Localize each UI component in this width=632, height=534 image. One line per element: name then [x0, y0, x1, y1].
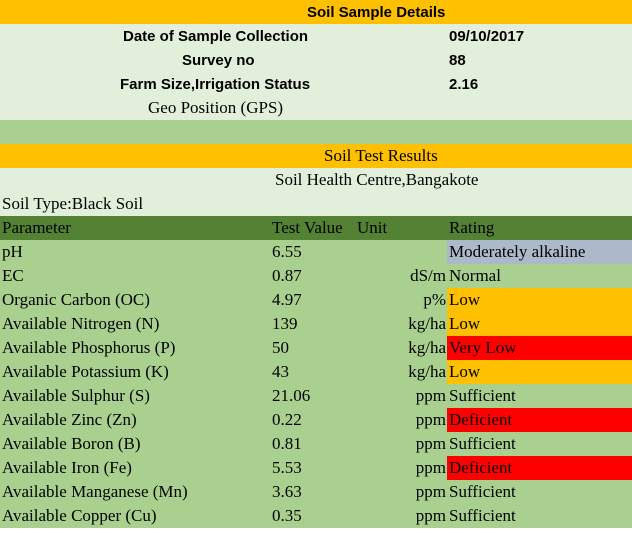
rating-cell: Low [447, 312, 632, 336]
centre-name: Soil Health Centre,Bangakote [275, 170, 479, 189]
unit-cell: ppm [415, 506, 446, 525]
table-row: Available Iron (Fe) 5.53 ppm Deficient [0, 456, 632, 480]
unit-cell: ppm [415, 410, 446, 429]
value-cell: 0.22 [272, 410, 302, 429]
value-cell: 0.87 [272, 266, 302, 285]
parameter-cell: Available Iron (Fe) [2, 458, 132, 477]
value-cell: 4.97 [272, 290, 302, 309]
unit-cell: ppm [415, 458, 446, 477]
parameter-cell: EC [2, 266, 24, 285]
value-cell: 139 [272, 314, 298, 333]
gps-label: Geo Position (GPS) [148, 98, 284, 117]
parameter-cell: pH [2, 242, 23, 261]
survey-label: Survey no [182, 51, 255, 69]
rating-cell: Deficient [447, 408, 632, 432]
rating-cell: Sufficient [447, 480, 632, 504]
parameter-cell: Available Manganese (Mn) [2, 482, 188, 501]
date-row: Date of Sample Collection 09/10/2017 [0, 24, 632, 48]
table-row: Available Nitrogen (N) 139 kg/ha Low [0, 312, 632, 336]
unit-cell: p% [423, 290, 446, 309]
unit-cell: ppm [415, 482, 446, 501]
sample-title: Soil Sample Details [307, 3, 446, 21]
parameter-cell: Available Zinc (Zn) [2, 410, 137, 429]
table-row: Available Zinc (Zn) 0.22 ppm Deficient [0, 408, 632, 432]
header-test-value: Test Value [272, 218, 343, 237]
farm-row: Farm Size,Irrigation Status 2.16 [0, 72, 632, 96]
sample-title-bar: Soil Sample Details [0, 0, 632, 24]
parameter-cell: Organic Carbon (OC) [2, 290, 150, 309]
rating-cell: Sufficient [447, 432, 632, 456]
spacer-band [0, 120, 632, 144]
unit-cell: kg/ha [408, 338, 446, 357]
unit-cell: ppm [415, 386, 446, 405]
gps-row: Geo Position (GPS) [0, 96, 632, 120]
value-cell: 21.06 [272, 386, 311, 405]
soil-type: Soil Type:Black Soil [2, 194, 144, 213]
table-row: Available Sulphur (S) 21.06 ppm Sufficient [0, 384, 632, 408]
results-title: Soil Test Results [324, 146, 438, 165]
date-value: 09/10/2017 [449, 27, 525, 45]
table-row: Available Potassium (K) 43 kg/ha Low [0, 360, 632, 384]
results-title-bar: Soil Test Results [0, 144, 632, 168]
value-cell: 5.53 [272, 458, 302, 477]
rating-cell: Very Low [447, 336, 632, 360]
unit-cell: kg/ha [408, 362, 446, 381]
date-label: Date of Sample Collection [123, 27, 309, 45]
value-cell: 0.35 [272, 506, 302, 525]
parameter-cell: Available Copper (Cu) [2, 506, 157, 525]
soil-type-row: Soil Type:Black Soil [0, 192, 632, 216]
value-cell: 0.81 [272, 434, 302, 453]
header-unit: Unit [357, 218, 388, 237]
farm-label: Farm Size,Irrigation Status [120, 75, 311, 93]
value-cell: 43 [272, 362, 289, 381]
table-row: Available Phosphorus (P) 50 kg/ha Very Low [0, 336, 632, 360]
rating-cell: Normal [447, 264, 632, 288]
unit-cell: dS/m [410, 266, 446, 285]
unit-cell: ppm [415, 434, 446, 453]
parameter-cell: Available Nitrogen (N) [2, 314, 160, 333]
parameter-cell: Available Sulphur (S) [2, 386, 150, 405]
rating-cell: Sufficient [447, 384, 632, 408]
header-parameter: Parameter [2, 218, 71, 237]
rating-cell: Low [447, 288, 632, 312]
survey-value: 88 [449, 51, 466, 69]
table-row: Organic Carbon (OC) 4.97 p% Low [0, 288, 632, 312]
table-row: Available Boron (B) 0.81 ppm Sufficient [0, 432, 632, 456]
rating-cell: Sufficient [447, 504, 632, 528]
survey-row: Survey no 88 [0, 48, 632, 72]
centre-row: Soil Health Centre,Bangakote [0, 168, 632, 192]
rating-cell: Low [447, 360, 632, 384]
table-header: Parameter Test Value Unit Rating [0, 216, 632, 240]
header-rating: Rating [449, 218, 495, 237]
farm-value: 2.16 [449, 75, 479, 93]
value-cell: 6.55 [272, 242, 302, 261]
table-row: pH 6.55 Moderately alkaline [0, 240, 632, 264]
unit-cell: kg/ha [408, 314, 446, 333]
parameter-cell: Available Boron (B) [2, 434, 141, 453]
table-row: Available Manganese (Mn) 3.63 ppm Sufficien… [0, 480, 632, 504]
table-row: EC 0.87 dS/m Normal [0, 264, 632, 288]
parameter-cell: Available Phosphorus (P) [2, 338, 176, 357]
value-cell: 3.63 [272, 482, 302, 501]
rating-cell: Deficient [447, 456, 632, 480]
value-cell: 50 [272, 338, 289, 357]
parameter-cell: Available Potassium (K) [2, 362, 169, 381]
rating-cell: Moderately alkaline [447, 240, 632, 264]
table-row: Available Copper (Cu) 0.35 ppm Sufficient [0, 504, 632, 528]
